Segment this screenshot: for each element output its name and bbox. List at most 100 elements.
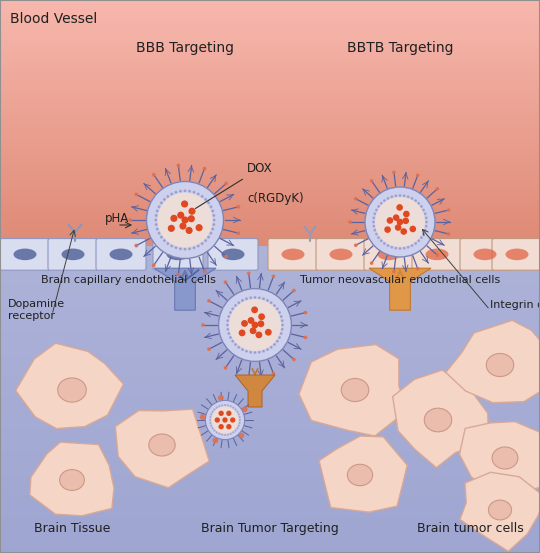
Circle shape xyxy=(146,181,224,258)
Circle shape xyxy=(436,188,438,190)
Circle shape xyxy=(263,351,264,352)
Circle shape xyxy=(216,407,217,408)
FancyBboxPatch shape xyxy=(492,238,540,270)
Circle shape xyxy=(210,232,212,234)
Polygon shape xyxy=(16,343,124,429)
Circle shape xyxy=(384,200,385,201)
Circle shape xyxy=(213,219,215,221)
Ellipse shape xyxy=(110,249,132,260)
Circle shape xyxy=(448,233,450,235)
Circle shape xyxy=(399,195,401,196)
Polygon shape xyxy=(319,436,407,512)
Circle shape xyxy=(280,316,282,317)
Circle shape xyxy=(214,430,215,431)
Text: c(RGDyK): c(RGDyK) xyxy=(247,192,303,205)
Circle shape xyxy=(391,196,393,197)
Circle shape xyxy=(158,232,160,234)
Circle shape xyxy=(272,373,274,375)
Circle shape xyxy=(355,244,357,246)
Circle shape xyxy=(247,272,250,274)
Circle shape xyxy=(180,190,181,192)
Circle shape xyxy=(246,351,247,352)
Text: Tumor neovascular endothelial cells: Tumor neovascular endothelial cells xyxy=(300,275,500,285)
Polygon shape xyxy=(116,409,209,488)
Circle shape xyxy=(408,247,409,248)
Circle shape xyxy=(228,316,230,317)
Circle shape xyxy=(242,300,243,301)
Circle shape xyxy=(373,217,375,218)
Circle shape xyxy=(349,221,351,223)
Circle shape xyxy=(184,190,186,192)
Circle shape xyxy=(175,247,177,248)
Polygon shape xyxy=(460,472,540,551)
Circle shape xyxy=(205,199,206,200)
Polygon shape xyxy=(446,320,540,403)
FancyBboxPatch shape xyxy=(412,238,462,270)
Polygon shape xyxy=(30,442,114,516)
Circle shape xyxy=(424,213,426,215)
Circle shape xyxy=(227,425,231,429)
Circle shape xyxy=(415,200,416,201)
Circle shape xyxy=(171,245,173,247)
Circle shape xyxy=(230,312,231,313)
Circle shape xyxy=(403,218,408,223)
Circle shape xyxy=(248,318,254,323)
Polygon shape xyxy=(460,421,540,493)
Ellipse shape xyxy=(221,249,245,260)
Circle shape xyxy=(373,221,374,223)
Polygon shape xyxy=(369,268,431,310)
Circle shape xyxy=(235,344,237,345)
Circle shape xyxy=(259,314,264,320)
Circle shape xyxy=(152,174,155,176)
Circle shape xyxy=(237,427,238,429)
Circle shape xyxy=(158,206,160,207)
Circle shape xyxy=(274,305,275,306)
Circle shape xyxy=(252,307,258,312)
Circle shape xyxy=(164,240,165,242)
Circle shape xyxy=(211,406,239,434)
Circle shape xyxy=(155,219,157,221)
Circle shape xyxy=(227,324,228,326)
Circle shape xyxy=(247,375,250,378)
Circle shape xyxy=(215,418,219,422)
FancyBboxPatch shape xyxy=(96,238,146,270)
Circle shape xyxy=(210,206,212,207)
Circle shape xyxy=(272,275,274,278)
Circle shape xyxy=(219,411,223,415)
Circle shape xyxy=(196,225,202,231)
Circle shape xyxy=(212,210,213,212)
Circle shape xyxy=(393,270,395,273)
Circle shape xyxy=(171,216,177,221)
Circle shape xyxy=(219,395,223,400)
Circle shape xyxy=(201,243,203,244)
Circle shape xyxy=(423,209,424,211)
Circle shape xyxy=(401,229,406,234)
Circle shape xyxy=(381,240,382,242)
Circle shape xyxy=(246,298,247,300)
Circle shape xyxy=(281,320,283,321)
Circle shape xyxy=(239,422,240,424)
Circle shape xyxy=(235,430,236,431)
Circle shape xyxy=(418,202,420,204)
Text: Dopamine
receptor: Dopamine receptor xyxy=(8,299,65,321)
Circle shape xyxy=(189,208,195,214)
Circle shape xyxy=(387,245,389,247)
Text: DOX: DOX xyxy=(195,162,273,208)
Ellipse shape xyxy=(492,447,518,469)
Circle shape xyxy=(184,248,186,250)
Ellipse shape xyxy=(281,249,305,260)
Circle shape xyxy=(276,308,278,310)
Circle shape xyxy=(411,245,413,247)
Circle shape xyxy=(221,434,222,435)
Circle shape xyxy=(202,324,204,326)
Polygon shape xyxy=(393,370,488,468)
Ellipse shape xyxy=(505,249,529,260)
Circle shape xyxy=(210,422,211,424)
Circle shape xyxy=(189,248,191,249)
Ellipse shape xyxy=(329,249,353,260)
Circle shape xyxy=(229,299,281,351)
Circle shape xyxy=(198,245,199,247)
Circle shape xyxy=(395,225,401,230)
Circle shape xyxy=(219,433,220,434)
Circle shape xyxy=(212,411,213,412)
